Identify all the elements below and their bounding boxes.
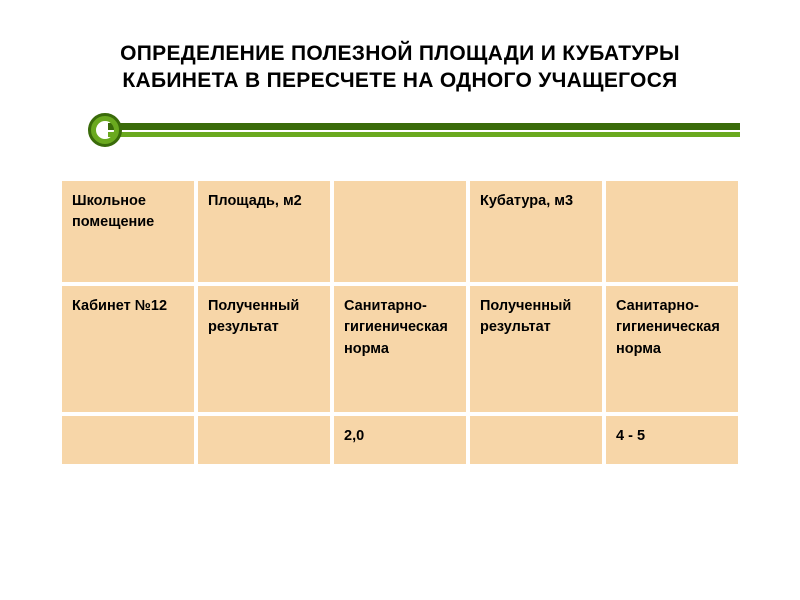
table-cell: Полученный результат xyxy=(196,284,332,414)
table-cell xyxy=(332,179,468,284)
table-cell xyxy=(468,414,604,466)
table-cell xyxy=(604,179,740,284)
table-cell xyxy=(196,414,332,466)
table-cell: Полученный результат xyxy=(468,284,604,414)
table-cell: Кубатура, м3 xyxy=(468,179,604,284)
table-cell: Санитарно-гигиеническая норма xyxy=(332,284,468,414)
table-cell: Кабинет №12 xyxy=(60,284,196,414)
table-cell xyxy=(60,414,196,466)
table-cell: Школьное помещение xyxy=(60,179,196,284)
table-cell: Площадь, м2 xyxy=(196,179,332,284)
slide: ОПРЕДЕЛЕНИЕ ПОЛЕЗНОЙ ПЛОЩАДИ И КУБАТУРЫ … xyxy=(0,0,800,600)
table-cell: Санитарно-гигиеническая норма xyxy=(604,284,740,414)
table-cell: 4 - 5 xyxy=(604,414,740,466)
page-title: ОПРЕДЕЛЕНИЕ ПОЛЕЗНОЙ ПЛОЩАДИ И КУБАТУРЫ … xyxy=(60,40,740,95)
data-table: Школьное помещение Площадь, м2 Кубатура,… xyxy=(60,179,740,466)
table-cell: 2,0 xyxy=(332,414,468,466)
title-underline xyxy=(60,117,740,143)
